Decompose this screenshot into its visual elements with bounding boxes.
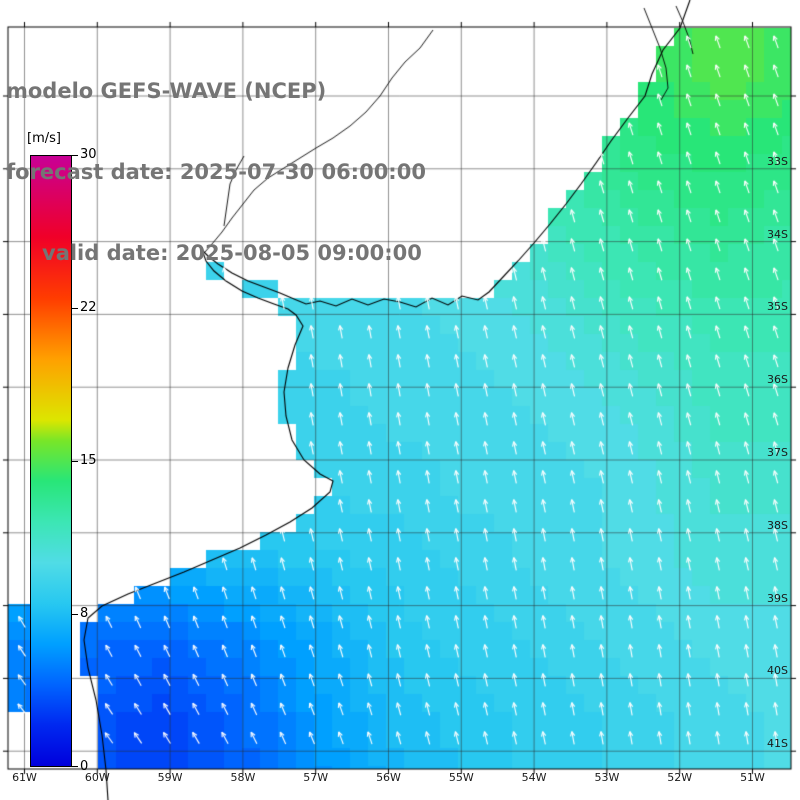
colorbar-tick-mark [72, 614, 78, 615]
colorbar-tick-mark [72, 766, 78, 767]
lat-axis-label: 39S [767, 591, 788, 605]
title-block: modelo GEFS-WAVE (NCEP) forecast date: 2… [6, 24, 426, 294]
lon-axis-label: 61W [12, 771, 37, 784]
lat-axis-label: 36S [767, 373, 788, 387]
lat-axis-label: 38S [767, 518, 788, 532]
lat-axis-label: 33S [767, 154, 788, 168]
colorbar-unit-label: [m/s] [27, 131, 61, 146]
colorbar-tick-mark [72, 155, 78, 156]
colorbar [30, 155, 72, 767]
colorbar-tick-label: 30 [80, 147, 97, 162]
lon-axis-label: 59W [157, 771, 183, 784]
lat-axis-label: 37S [767, 446, 788, 459]
lon-axis-label: 54W [521, 771, 547, 784]
lon-axis-label: 57W [303, 771, 329, 784]
lon-axis-label: 56W [376, 771, 401, 784]
lon-axis-label: 52W [667, 771, 693, 784]
forecast-date: forecast date: 2025-07-30 06:00:00 [6, 160, 426, 184]
lat-axis-label: 40S [767, 664, 788, 678]
lon-axis-label: 51W [740, 771, 765, 784]
valid-date: valid date: 2025-08-05 09:00:00 [42, 241, 422, 265]
lon-axis-label: 53W [594, 771, 620, 784]
colorbar-tick-label: 0 [80, 759, 89, 774]
colorbar-tick-label: 8 [80, 606, 89, 621]
lon-axis-label: 55W [448, 771, 474, 784]
lat-axis-label: 34S [767, 227, 788, 241]
lat-axis-label: 35S [767, 300, 788, 314]
colorbar-tick-label: 15 [80, 453, 97, 468]
colorbar-tick-mark [72, 461, 78, 462]
lon-axis-label: 58W [230, 771, 256, 784]
lat-axis-label: 41S [767, 737, 788, 751]
colorbar-tick-mark [72, 308, 78, 309]
model-title: modelo GEFS-WAVE (NCEP) [6, 79, 327, 103]
colorbar-tick-label: 22 [80, 300, 97, 315]
lon-axis-label: 60W [84, 771, 110, 784]
